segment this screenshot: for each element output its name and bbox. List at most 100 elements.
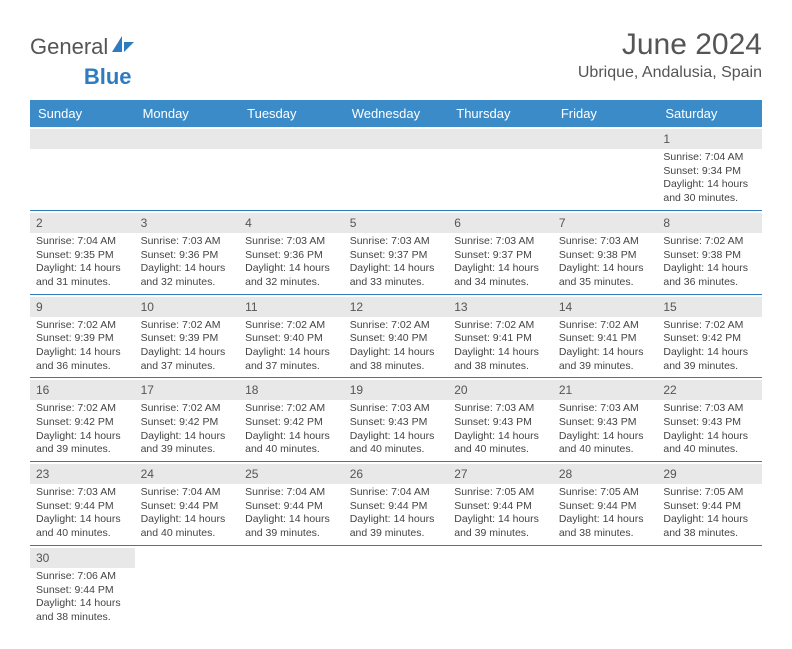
- day-cell: 20Sunrise: 7:03 AMSunset: 9:43 PMDayligh…: [448, 378, 553, 462]
- empty-cell: [344, 127, 449, 210]
- day-cell: 3Sunrise: 7:03 AMSunset: 9:36 PMDaylight…: [135, 210, 240, 294]
- day-details: Sunrise: 7:03 AMSunset: 9:43 PMDaylight:…: [454, 402, 547, 457]
- empty-cell: [135, 545, 240, 628]
- empty-cell: [553, 127, 658, 210]
- day-number: 22: [657, 380, 762, 400]
- day-details: Sunrise: 7:02 AMSunset: 9:42 PMDaylight:…: [245, 402, 338, 457]
- calendar-row: 30Sunrise: 7:06 AMSunset: 9:44 PMDayligh…: [30, 545, 762, 628]
- empty-cell: [448, 545, 553, 628]
- calendar-row: 1Sunrise: 7:04 AMSunset: 9:34 PMDaylight…: [30, 127, 762, 210]
- day-details: Sunrise: 7:03 AMSunset: 9:43 PMDaylight:…: [350, 402, 443, 457]
- day-number: 18: [239, 380, 344, 400]
- day-number: 28: [553, 464, 658, 484]
- day-number: 19: [344, 380, 449, 400]
- empty-daynum: [30, 129, 135, 149]
- empty-daynum: [344, 129, 449, 149]
- day-cell: 10Sunrise: 7:02 AMSunset: 9:39 PMDayligh…: [135, 294, 240, 378]
- calendar-body: 1Sunrise: 7:04 AMSunset: 9:34 PMDaylight…: [30, 127, 762, 629]
- brand-logo: General: [30, 34, 136, 60]
- day-number: 2: [30, 213, 135, 233]
- calendar-row: 23Sunrise: 7:03 AMSunset: 9:44 PMDayligh…: [30, 462, 762, 546]
- day-details: Sunrise: 7:03 AMSunset: 9:37 PMDaylight:…: [350, 235, 443, 290]
- day-details: Sunrise: 7:02 AMSunset: 9:39 PMDaylight:…: [141, 319, 234, 374]
- empty-cell: [239, 545, 344, 628]
- day-cell: 7Sunrise: 7:03 AMSunset: 9:38 PMDaylight…: [553, 210, 658, 294]
- day-details: Sunrise: 7:03 AMSunset: 9:43 PMDaylight:…: [559, 402, 652, 457]
- day-details: Sunrise: 7:05 AMSunset: 9:44 PMDaylight:…: [454, 486, 547, 541]
- weekday-header: Wednesday: [344, 100, 449, 127]
- calendar-row: 16 Sunrise: 7:02 AMSunset: 9:42 PMDayligh…: [30, 378, 762, 462]
- weekday-header: Friday: [553, 100, 658, 127]
- day-cell: 18Sunrise: 7:02 AMSunset: 9:42 PMDayligh…: [239, 378, 344, 462]
- day-number: 10: [135, 297, 240, 317]
- day-number: 4: [239, 213, 344, 233]
- weekday-header: Thursday: [448, 100, 553, 127]
- day-number: 8: [657, 213, 762, 233]
- day-cell: 11Sunrise: 7:02 AMSunset: 9:40 PMDayligh…: [239, 294, 344, 378]
- day-cell: 6Sunrise: 7:03 AMSunset: 9:37 PMDaylight…: [448, 210, 553, 294]
- empty-cell: [239, 127, 344, 210]
- day-details: Sunrise: 7:03 AMSunset: 9:44 PMDaylight:…: [36, 486, 129, 541]
- empty-cell: [344, 545, 449, 628]
- day-cell: 24Sunrise: 7:04 AMSunset: 9:44 PMDayligh…: [135, 462, 240, 546]
- day-number: 11: [239, 297, 344, 317]
- empty-cell: [657, 545, 762, 628]
- weekday-header: Tuesday: [239, 100, 344, 127]
- day-cell: 30Sunrise: 7:06 AMSunset: 9:44 PMDayligh…: [30, 545, 135, 628]
- day-number: 23: [30, 464, 135, 484]
- day-number: 26: [344, 464, 449, 484]
- calendar-table: SundayMondayTuesdayWednesdayThursdayFrid…: [30, 100, 762, 629]
- day-cell: 27Sunrise: 7:05 AMSunset: 9:44 PMDayligh…: [448, 462, 553, 546]
- day-details: Sunrise: 7:03 AMSunset: 9:37 PMDaylight:…: [454, 235, 547, 290]
- empty-daynum: [239, 129, 344, 149]
- empty-cell: [30, 127, 135, 210]
- day-number: 5: [344, 213, 449, 233]
- day-number: 6: [448, 213, 553, 233]
- day-details: Sunrise: 7:05 AMSunset: 9:44 PMDaylight:…: [663, 486, 756, 541]
- day-details: Sunrise: 7:02 AMSunset: 9:42 PMDaylight:…: [663, 319, 756, 374]
- day-number: 12: [344, 297, 449, 317]
- empty-cell: [135, 127, 240, 210]
- day-details: Sunrise: 7:02 AMSunset: 9:40 PMDaylight:…: [350, 319, 443, 374]
- day-number: 25: [239, 464, 344, 484]
- day-cell: 25Sunrise: 7:04 AMSunset: 9:44 PMDayligh…: [239, 462, 344, 546]
- day-details: Sunrise: 7:02 AMSunset: 9:38 PMDaylight:…: [663, 235, 756, 290]
- empty-daynum: [448, 129, 553, 149]
- day-number: 24: [135, 464, 240, 484]
- brand-part1: General: [30, 34, 108, 60]
- day-cell: 21Sunrise: 7:03 AMSunset: 9:43 PMDayligh…: [553, 378, 658, 462]
- day-details: Sunrise: 7:03 AMSunset: 9:36 PMDaylight:…: [245, 235, 338, 290]
- day-details: Sunrise: 7:03 AMSunset: 9:43 PMDaylight:…: [663, 402, 756, 457]
- empty-daynum: [135, 129, 240, 149]
- day-number: 17: [135, 380, 240, 400]
- day-number: 29: [657, 464, 762, 484]
- day-cell: 9Sunrise: 7:02 AMSunset: 9:39 PMDaylight…: [30, 294, 135, 378]
- day-cell: 22Sunrise: 7:03 AMSunset: 9:43 PMDayligh…: [657, 378, 762, 462]
- day-cell: 15Sunrise: 7:02 AMSunset: 9:42 PMDayligh…: [657, 294, 762, 378]
- location: Ubrique, Andalusia, Spain: [578, 64, 762, 82]
- day-cell: 29Sunrise: 7:05 AMSunset: 9:44 PMDayligh…: [657, 462, 762, 546]
- day-number: 15: [657, 297, 762, 317]
- day-details: Sunrise: 7:04 AMSunset: 9:44 PMDaylight:…: [141, 486, 234, 541]
- day-cell: 4Sunrise: 7:03 AMSunset: 9:36 PMDaylight…: [239, 210, 344, 294]
- empty-cell: [448, 127, 553, 210]
- day-cell: 8Sunrise: 7:02 AMSunset: 9:38 PMDaylight…: [657, 210, 762, 294]
- day-cell: 23Sunrise: 7:03 AMSunset: 9:44 PMDayligh…: [30, 462, 135, 546]
- day-details: Sunrise: 7:04 AMSunset: 9:34 PMDaylight:…: [663, 151, 756, 206]
- day-cell: 12Sunrise: 7:02 AMSunset: 9:40 PMDayligh…: [344, 294, 449, 378]
- day-cell: 2Sunrise: 7:04 AMSunset: 9:35 PMDaylight…: [30, 210, 135, 294]
- calendar-row: 2Sunrise: 7:04 AMSunset: 9:35 PMDaylight…: [30, 210, 762, 294]
- day-cell: 16Sunrise: 7:02 AMSunset: 9:42 PMDayligh…: [30, 378, 135, 462]
- day-number: 9: [30, 297, 135, 317]
- day-details: Sunrise: 7:02 AMSunset: 9:39 PMDaylight:…: [36, 319, 129, 374]
- day-number: 7: [553, 213, 658, 233]
- day-details: Sunrise: 7:02 AMSunset: 9:41 PMDaylight:…: [454, 319, 547, 374]
- weekday-header-row: SundayMondayTuesdayWednesdayThursdayFrid…: [30, 100, 762, 127]
- month-title: June 2024: [578, 28, 762, 62]
- day-cell: 5Sunrise: 7:03 AMSunset: 9:37 PMDaylight…: [344, 210, 449, 294]
- day-details: Sunrise: 7:04 AMSunset: 9:35 PMDaylight:…: [36, 235, 129, 290]
- calendar-row: 9Sunrise: 7:02 AMSunset: 9:39 PMDaylight…: [30, 294, 762, 378]
- day-details: Sunrise: 7:03 AMSunset: 9:36 PMDaylight:…: [141, 235, 234, 290]
- empty-daynum: [553, 129, 658, 149]
- day-number: 16: [30, 380, 135, 400]
